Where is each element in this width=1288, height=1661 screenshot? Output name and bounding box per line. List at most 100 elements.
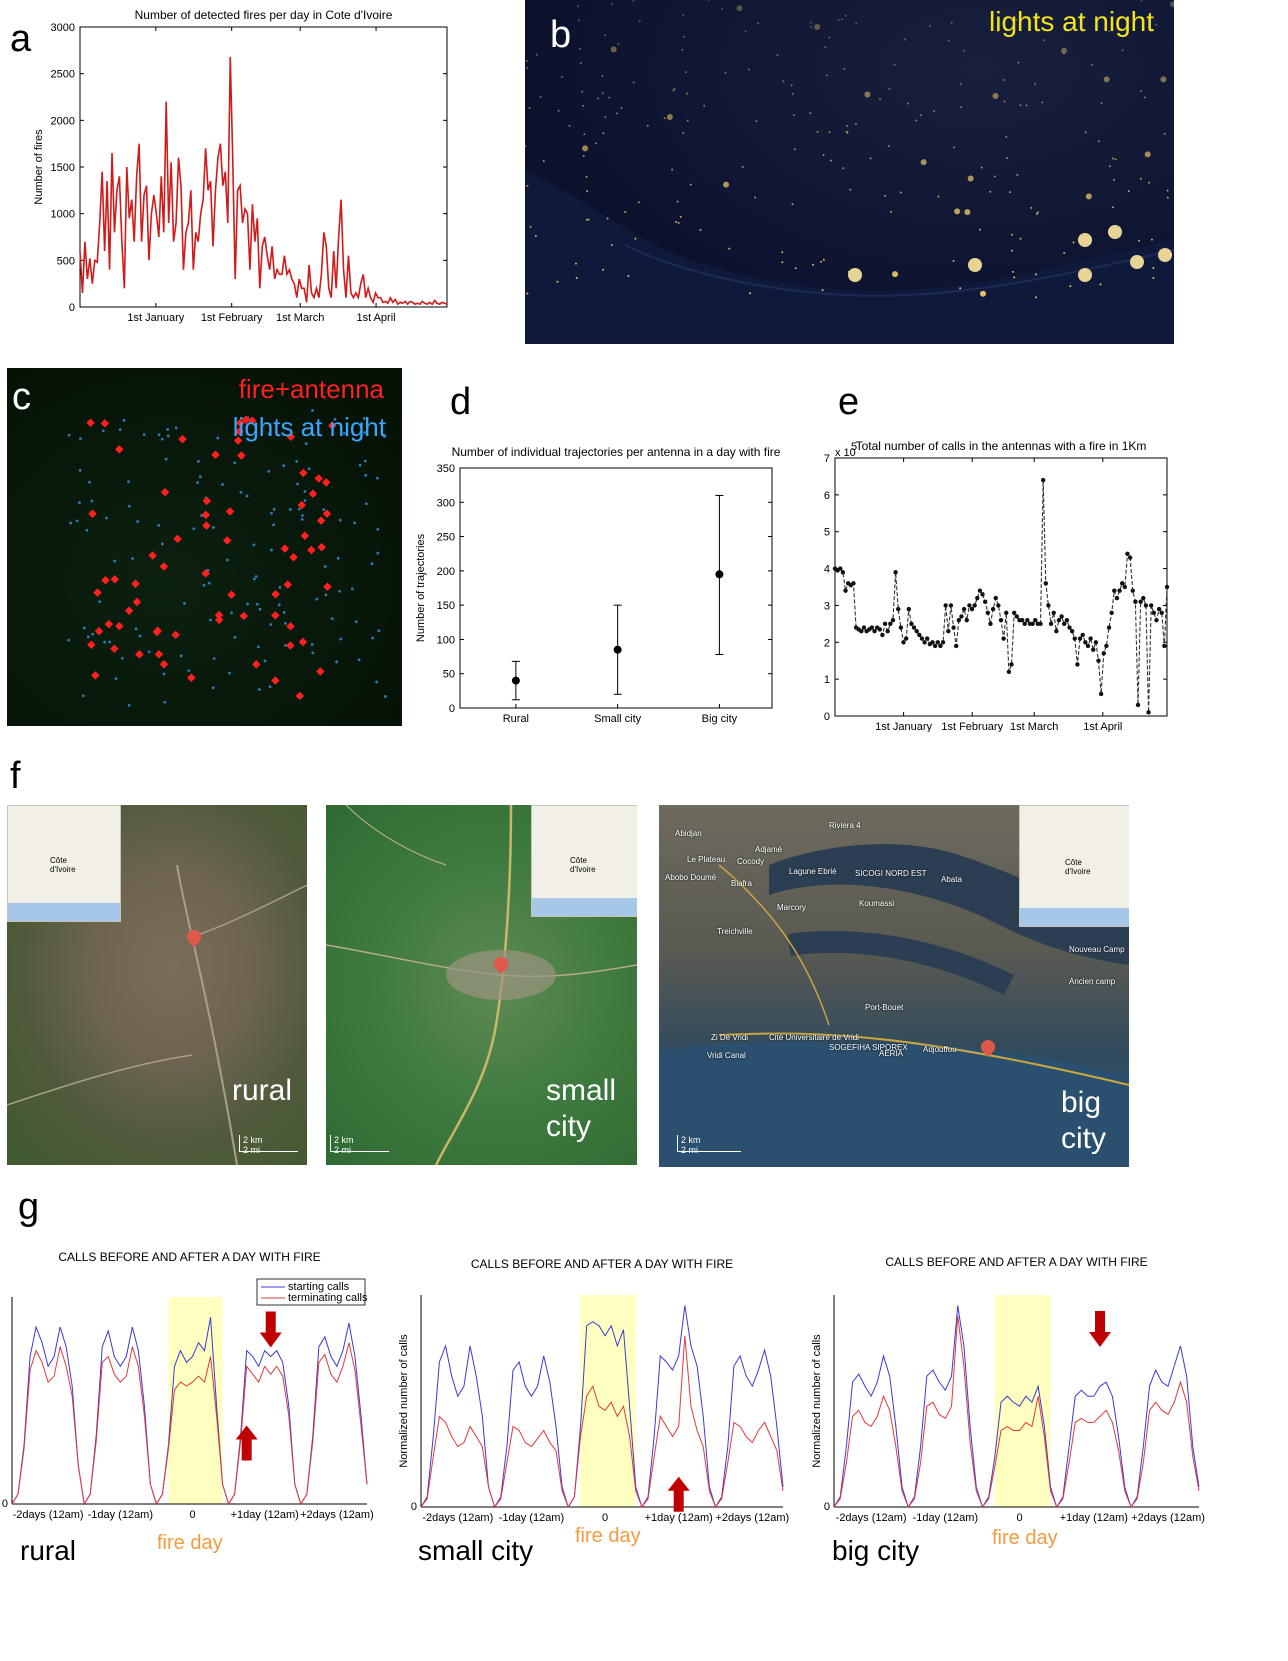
light-point bbox=[255, 602, 259, 606]
light-point bbox=[339, 637, 343, 641]
city-light bbox=[526, 292, 529, 295]
city-light bbox=[884, 194, 887, 197]
x-tick-label: +1day (12am) bbox=[1060, 1512, 1128, 1524]
fire-antenna-point bbox=[222, 536, 232, 545]
city-light bbox=[581, 104, 584, 107]
city-light bbox=[963, 49, 966, 52]
coastline-illustration bbox=[525, 170, 1174, 344]
y-zero-label: 0 bbox=[411, 1501, 417, 1513]
light-point bbox=[376, 551, 380, 555]
city-light bbox=[864, 91, 871, 98]
city-light bbox=[617, 43, 620, 46]
light-point bbox=[202, 583, 206, 587]
data-point bbox=[1156, 606, 1162, 612]
data-point bbox=[901, 640, 906, 645]
lights-at-night-satellite-image: b lights at night bbox=[525, 0, 1174, 344]
city-light bbox=[637, 201, 640, 204]
light-point bbox=[258, 607, 262, 611]
city-light bbox=[575, 276, 578, 279]
data-point bbox=[1043, 581, 1048, 586]
city-light bbox=[525, 145, 527, 148]
data-point bbox=[1112, 588, 1117, 593]
city-light bbox=[1016, 173, 1019, 176]
y-tick-label: 2 bbox=[824, 637, 830, 649]
plot-frame bbox=[459, 467, 773, 709]
light-point bbox=[174, 426, 178, 430]
city-light bbox=[840, 18, 843, 21]
x-tick-label: +1day (12am) bbox=[231, 1509, 299, 1521]
light-point bbox=[91, 632, 95, 636]
fire-antenna-point bbox=[308, 489, 318, 499]
light-point bbox=[383, 435, 386, 438]
x-tick-label: 0 bbox=[1017, 1512, 1023, 1524]
city-light bbox=[676, 200, 679, 203]
fire-antenna-point bbox=[160, 488, 170, 497]
light-point bbox=[179, 654, 183, 658]
data-point bbox=[932, 643, 938, 649]
fire-antenna-point bbox=[316, 516, 326, 525]
fire-antenna-point bbox=[271, 611, 280, 620]
light-point bbox=[277, 603, 281, 607]
x-tick-label: 0 bbox=[602, 1512, 608, 1524]
calls-small-city-chart: CALLS BEFORE AND AFTER A DAY WITH FIRE0-… bbox=[398, 1257, 789, 1524]
fire-antenna-point bbox=[132, 597, 142, 607]
x-category-label: Small city bbox=[594, 713, 642, 725]
down-arrow-icon bbox=[1089, 1310, 1112, 1347]
inset-country-label: Côte d'Ivoire bbox=[1065, 858, 1091, 876]
city-light bbox=[757, 22, 760, 25]
data-point bbox=[1148, 603, 1154, 608]
city-light bbox=[829, 159, 832, 162]
fire-antenna-point bbox=[135, 650, 144, 659]
city-light bbox=[1063, 251, 1066, 254]
city-light bbox=[1091, 64, 1094, 67]
y-tick-label: 3000 bbox=[51, 22, 75, 34]
city-light bbox=[1078, 233, 1092, 247]
place-name-label: Adjouffou bbox=[923, 1045, 957, 1054]
light-point bbox=[370, 562, 374, 566]
city-light bbox=[809, 112, 812, 115]
light-point bbox=[105, 516, 108, 520]
x-tick-label: -1day (12am) bbox=[499, 1512, 564, 1524]
fire-antenna-point bbox=[214, 610, 224, 620]
city-light bbox=[980, 166, 983, 169]
city-light bbox=[586, 190, 589, 193]
series-line-terminating bbox=[11, 1342, 368, 1506]
fire-antenna-point bbox=[239, 611, 249, 621]
fire-antenna-point bbox=[115, 445, 124, 454]
city-light bbox=[1084, 131, 1087, 134]
fire-antenna-point bbox=[131, 579, 140, 589]
axis-scale-exponent: 5 bbox=[851, 441, 857, 453]
light-point bbox=[118, 428, 122, 431]
fire-day-label: fire day bbox=[157, 1532, 223, 1554]
city-light bbox=[967, 175, 974, 182]
small-city-map-texture bbox=[326, 805, 637, 1165]
city-light bbox=[843, 67, 846, 70]
y-axis-label: Number of trajectories bbox=[415, 533, 427, 642]
data-point bbox=[1104, 643, 1109, 649]
light-point bbox=[113, 559, 117, 563]
light-point bbox=[307, 467, 311, 471]
city-light bbox=[1103, 76, 1110, 83]
city-light bbox=[579, 47, 582, 50]
city-light bbox=[556, 280, 559, 283]
light-point bbox=[239, 490, 243, 494]
data-point bbox=[930, 640, 935, 645]
city-light bbox=[782, 80, 785, 83]
light-point bbox=[363, 431, 367, 435]
fire-antenna-point bbox=[283, 580, 293, 589]
rural-map-label: rural bbox=[232, 1074, 293, 1107]
data-point bbox=[1072, 636, 1077, 641]
city-light bbox=[638, 20, 641, 23]
light-point bbox=[245, 494, 249, 498]
city-light bbox=[816, 130, 819, 133]
y-tick-label: 1500 bbox=[51, 162, 75, 174]
city-light bbox=[933, 110, 936, 113]
data-point bbox=[985, 610, 991, 615]
city-light bbox=[534, 234, 537, 237]
x-tick-label: +1day (12am) bbox=[645, 1512, 713, 1524]
city-light bbox=[794, 267, 797, 270]
chart-title: Number of detected fires per day in Cote… bbox=[135, 8, 393, 22]
light-point bbox=[82, 626, 86, 630]
y-tick-label: 500 bbox=[57, 255, 75, 267]
city-light bbox=[937, 195, 940, 198]
